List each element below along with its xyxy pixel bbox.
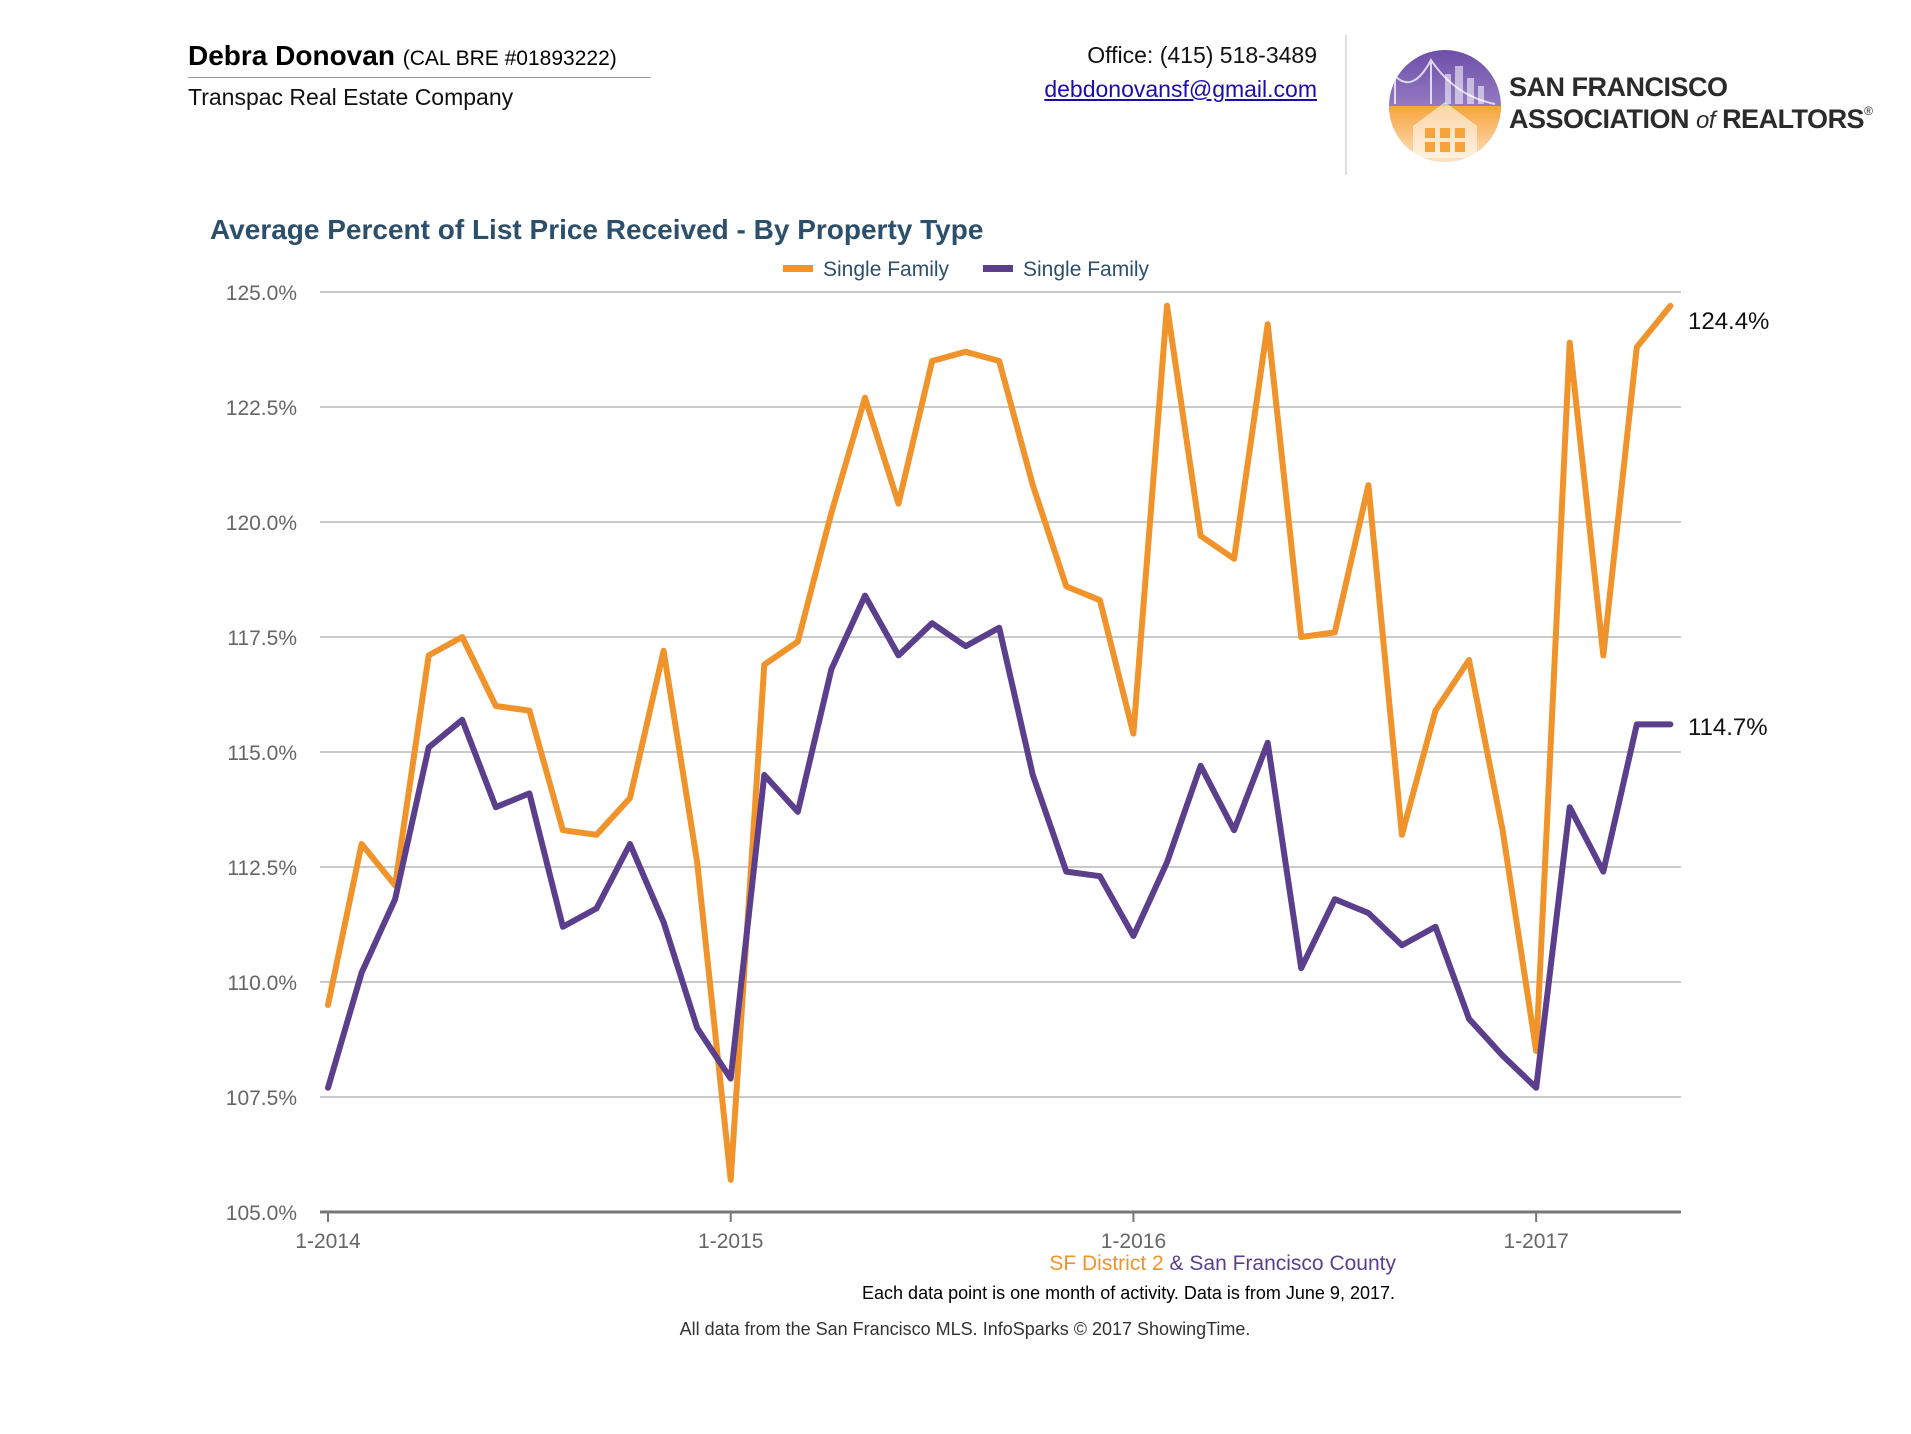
agent-name-text: Debra Donovan — [188, 40, 395, 71]
logo-registered-mark: ® — [1864, 104, 1873, 118]
y-tick-label: 117.5% — [227, 627, 297, 650]
chart-footnote: Each data point is one month of activity… — [862, 1283, 1395, 1303]
x-tick-label: 1-2016 — [1101, 1230, 1166, 1253]
brand-line: SF District 2 & San Francisco County — [1049, 1252, 1396, 1276]
y-tick-label: 125.0% — [226, 282, 297, 305]
logo-of-text: of — [1696, 107, 1716, 134]
y-tick-label: 120.0% — [226, 512, 297, 535]
x-tick-label: 1-2014 — [295, 1230, 361, 1253]
logo-text-line2: ASSOCIATION of REALTORS® — [1509, 104, 1873, 135]
series-end-label: 114.7% — [1688, 714, 1768, 741]
series-lines — [325, 302, 1674, 1183]
series-end-labels: 124.4% 114.7% — [1688, 308, 1769, 741]
office-phone: Office: (415) 518-3489 — [1087, 42, 1317, 68]
y-tick-label: 122.5% — [226, 397, 297, 420]
x-tick-label: 1-2015 — [698, 1230, 763, 1253]
grid-lines — [320, 291, 1681, 1098]
data-credits: All data from the San Francisco MLS. Inf… — [679, 1319, 1251, 1339]
agent-underline-divider — [188, 77, 651, 78]
y-tick-label: 115.0% — [227, 742, 297, 765]
agent-name: Debra Donovan (CAL BRE #01893222) — [188, 40, 617, 72]
logo-text-line1: SAN FRANCISCO — [1509, 72, 1728, 102]
legend: Single Family Single Family — [783, 258, 1150, 281]
agent-license: (CAL BRE #01893222) — [402, 47, 617, 70]
series-end-label: 124.4% — [1688, 308, 1769, 335]
brand-sf-district: SF District 2 — [1049, 1252, 1164, 1275]
chart-title: Average Percent of List Price Received -… — [210, 214, 984, 245]
brand-ampersand: & — [1169, 1252, 1184, 1275]
y-tick-label: 110.0% — [227, 972, 297, 995]
legend-label: Single Family — [1023, 258, 1150, 281]
legend-swatch — [783, 265, 813, 272]
sfar-logo-icon — [1389, 50, 1501, 162]
legend-swatch — [983, 265, 1013, 272]
legend-label: Single Family — [823, 258, 950, 281]
y-tick-labels: 105.0% 107.5% 110.0% 112.5% 115.0% 117.5% 120.… — [226, 282, 297, 1225]
logo-association-text: ASSOCIATION — [1509, 104, 1690, 134]
y-tick-label: 112.5% — [227, 857, 297, 880]
brand-sf-county: San Francisco County — [1189, 1252, 1396, 1275]
y-tick-label: 107.5% — [226, 1087, 297, 1110]
agent-email-link[interactable]: debdonovansf@gmail.com — [1044, 76, 1317, 102]
x-tick-label: 1-2017 — [1503, 1230, 1568, 1253]
x-tick-labels: 1-2014 1-2015 1-2016 1-2017 — [295, 1212, 1569, 1253]
series-line-1 — [325, 302, 1674, 1183]
y-tick-label: 105.0% — [226, 1202, 297, 1225]
header-divider — [1345, 35, 1347, 175]
agent-company: Transpac Real Estate Company — [188, 84, 514, 110]
series-line-2 — [325, 592, 1674, 1091]
logo-realtors-text: REALTORS — [1722, 104, 1865, 134]
